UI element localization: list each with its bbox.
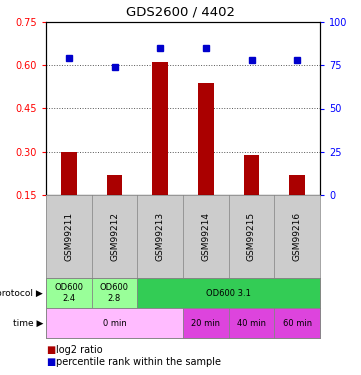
Text: GSM99213: GSM99213: [156, 212, 165, 261]
Bar: [229, 308, 274, 338]
Text: protocol ▶: protocol ▶: [0, 288, 43, 297]
Text: GSM99216: GSM99216: [293, 212, 302, 261]
Text: GSM99212: GSM99212: [110, 212, 119, 261]
Text: ■: ■: [46, 345, 55, 355]
Text: 40 min: 40 min: [237, 318, 266, 327]
Bar: [289, 175, 305, 195]
Bar: [106, 175, 122, 195]
Bar: [61, 152, 77, 195]
Text: 0 min: 0 min: [103, 318, 126, 327]
Bar: [137, 278, 320, 308]
Text: log2 ratio: log2 ratio: [56, 345, 103, 355]
Bar: [244, 154, 260, 195]
Text: OD600
2.8: OD600 2.8: [100, 283, 129, 303]
Text: OD600
2.4: OD600 2.4: [55, 283, 83, 303]
Text: GSM99215: GSM99215: [247, 212, 256, 261]
Bar: [92, 278, 137, 308]
Bar: [46, 308, 183, 338]
Text: 60 min: 60 min: [283, 318, 312, 327]
Bar: [152, 62, 168, 195]
Text: GDS2600 / 4402: GDS2600 / 4402: [126, 6, 235, 18]
Bar: [183, 308, 229, 338]
Bar: [198, 82, 214, 195]
Text: 20 min: 20 min: [191, 318, 220, 327]
Bar: [46, 278, 92, 308]
Text: GSM99211: GSM99211: [64, 212, 73, 261]
Bar: [274, 308, 320, 338]
Text: percentile rank within the sample: percentile rank within the sample: [56, 357, 221, 367]
Text: ■: ■: [46, 357, 55, 367]
Text: OD600 3.1: OD600 3.1: [206, 288, 251, 297]
Text: time ▶: time ▶: [13, 318, 43, 327]
Text: GSM99214: GSM99214: [201, 212, 210, 261]
